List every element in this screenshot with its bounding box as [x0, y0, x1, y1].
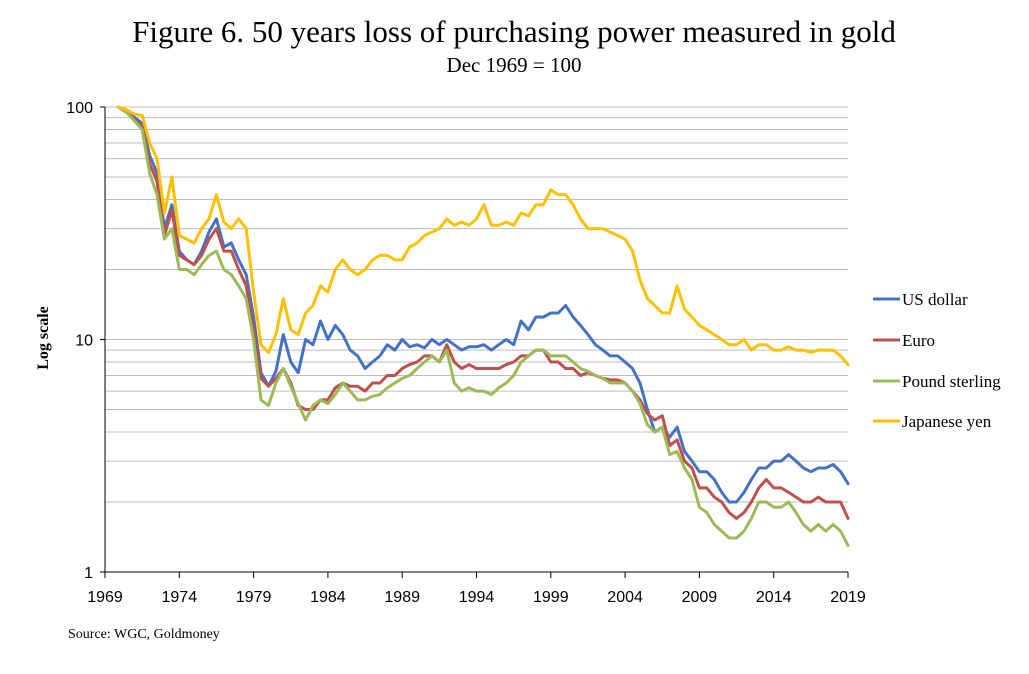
- series-line-euro: [116, 105, 850, 520]
- y-tick-label: 10: [75, 333, 93, 350]
- series-line-japanese-yen: [116, 105, 850, 367]
- x-tick-label: 2019: [830, 589, 866, 606]
- legend: US dollar Euro Pound sterling Japanese yen: [873, 290, 1001, 431]
- legend-label-us-dollar: US dollar: [902, 290, 968, 309]
- legend-label-euro: Euro: [902, 331, 935, 350]
- y-tick-label: 1: [84, 565, 93, 582]
- series-line-pound-sterling: [116, 105, 850, 547]
- y-axis-label: Log scale: [35, 306, 52, 370]
- legend-label-pound-sterling: Pound sterling: [902, 372, 1001, 391]
- x-tick-label: 1979: [236, 589, 272, 606]
- source-note: Source: WGC, Goldmoney: [68, 627, 220, 642]
- x-tick-label: 2009: [682, 589, 718, 606]
- y-tick-label: 100: [66, 100, 93, 117]
- series-line-us-dollar: [116, 105, 850, 504]
- grid-layer: [105, 106, 848, 503]
- x-tick-label: 1984: [310, 589, 346, 606]
- x-tick-label: 2014: [756, 589, 792, 606]
- axis-layer: 1 10 100 1969 1974 1979 1984 1989 1994 1999 2004 20…: [66, 100, 866, 606]
- series-layer: [116, 105, 850, 547]
- legend-label-japanese-yen: Japanese yen: [902, 412, 992, 431]
- chart-title: Figure 6. 50 years loss of purchasing po…: [132, 14, 896, 49]
- x-tick-label: 1969: [87, 589, 123, 606]
- x-tick-label: 1989: [384, 589, 420, 606]
- chart-subtitle: Dec 1969 = 100: [447, 53, 582, 77]
- x-tick-label: 1994: [459, 589, 495, 606]
- x-tick-label: 1999: [533, 589, 569, 606]
- x-tick-label: 2004: [607, 589, 643, 606]
- x-tick-label: 1974: [162, 589, 198, 606]
